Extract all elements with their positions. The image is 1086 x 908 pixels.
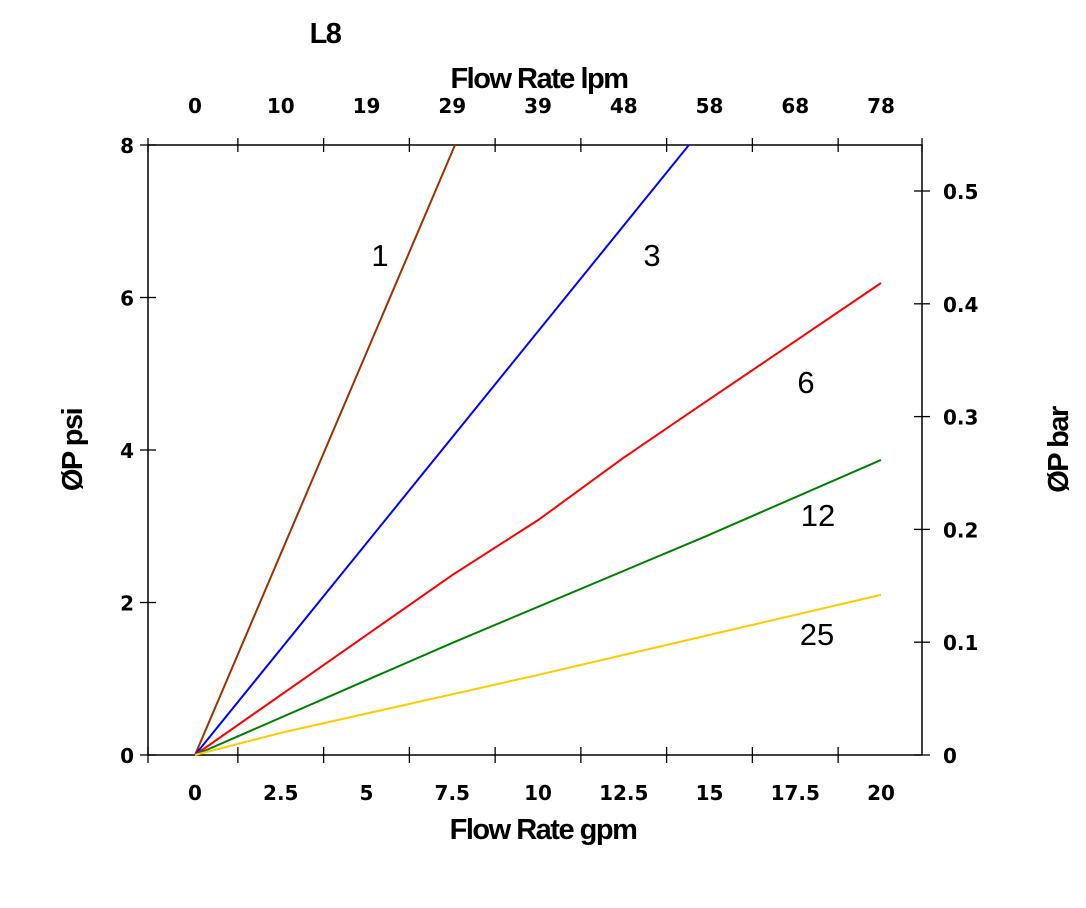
left-axis-title: ØP psi bbox=[57, 409, 89, 491]
series-label-12: 12 bbox=[801, 498, 835, 533]
x-tick-label: 0 bbox=[188, 781, 202, 805]
x-tick-label: 15 bbox=[696, 781, 724, 805]
plot-frame bbox=[147, 144, 923, 756]
x2-tick-label: 39 bbox=[524, 94, 552, 118]
x2-tick-label: 48 bbox=[610, 94, 638, 118]
series-line-1 bbox=[194, 144, 456, 756]
x2-tick-label: 19 bbox=[353, 94, 381, 118]
series-line-12 bbox=[194, 458, 882, 756]
y2-tick-label: 0.3 bbox=[943, 406, 978, 430]
series-label-6: 6 bbox=[797, 365, 814, 400]
y-tick-label: 8 bbox=[120, 134, 134, 158]
series-label-25: 25 bbox=[800, 617, 834, 652]
x2-tick-label: 78 bbox=[867, 94, 895, 118]
y-tick-label: 2 bbox=[120, 592, 134, 616]
x2-tick-label: 0 bbox=[188, 94, 202, 118]
series-line-3 bbox=[194, 144, 690, 756]
x-tick-label: 7.5 bbox=[435, 781, 470, 805]
x2-tick-label: 10 bbox=[267, 94, 295, 118]
y2-tick-label: 0 bbox=[943, 744, 957, 768]
x2-tick-label: 29 bbox=[438, 94, 466, 118]
y2-tick-label: 0.1 bbox=[943, 631, 978, 655]
x2-tick-label: 58 bbox=[696, 94, 724, 118]
x-tick-label: 17.5 bbox=[771, 781, 820, 805]
chart-title: L8 bbox=[310, 18, 342, 50]
top-axis-title: Flow Rate lpm bbox=[450, 63, 627, 95]
y2-tick-label: 0.2 bbox=[943, 518, 978, 542]
x-tick-label: 12.5 bbox=[599, 781, 648, 805]
x-tick-label: 20 bbox=[867, 781, 895, 805]
x2-tick-label: 68 bbox=[781, 94, 809, 118]
right-axis-title: ØP bar bbox=[1043, 406, 1075, 493]
series-line-6 bbox=[194, 282, 882, 756]
x-tick-label: 5 bbox=[360, 781, 374, 805]
y-tick-label: 0 bbox=[120, 744, 134, 768]
series-label-3: 3 bbox=[643, 238, 660, 273]
x-tick-label: 10 bbox=[524, 781, 552, 805]
bottom-axis-title: Flow Rate gpm bbox=[450, 814, 637, 846]
x-tick-label: 2.5 bbox=[263, 781, 298, 805]
y2-tick-label: 0.4 bbox=[943, 293, 978, 317]
y-tick-label: 4 bbox=[120, 439, 134, 463]
y2-tick-label: 0.5 bbox=[943, 180, 978, 204]
y-tick-label: 6 bbox=[120, 287, 134, 311]
series-line-25 bbox=[194, 593, 882, 756]
series-label-1: 1 bbox=[371, 238, 388, 273]
